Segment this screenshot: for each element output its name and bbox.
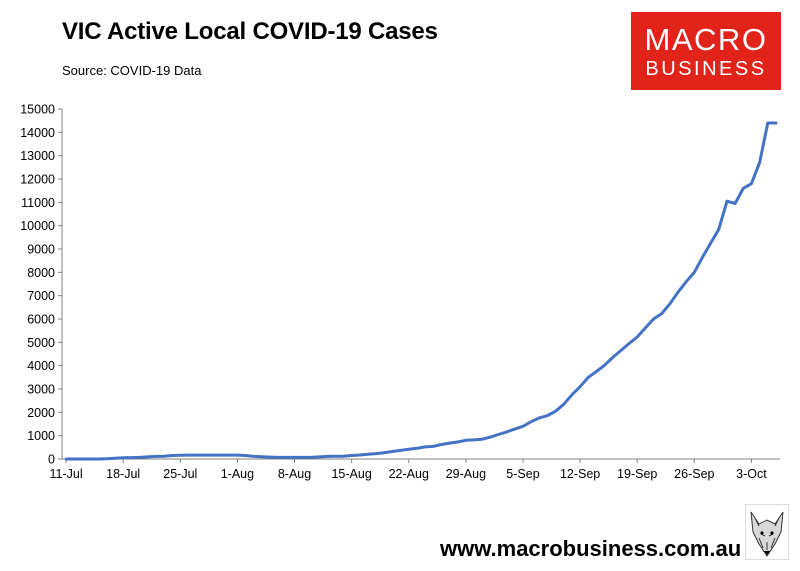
y-tick-label: 13000 <box>20 149 55 163</box>
chart-source: Source: COVID-19 Data <box>62 63 202 78</box>
x-tick-label: 15-Aug <box>331 467 371 481</box>
y-tick-label: 5000 <box>27 336 55 350</box>
x-tick-label: 12-Sep <box>560 467 600 481</box>
x-tick-label: 8-Aug <box>278 467 311 481</box>
x-tick-label: 3-Oct <box>736 467 767 481</box>
y-tick-label: 1000 <box>27 429 55 443</box>
y-axis-ticks: 0 1000 2000 3000 4000 5000 6000 7000 8000 9000 100… <box>20 103 62 467</box>
x-tick-label: 18-Jul <box>106 467 140 481</box>
y-tick-label: 12000 <box>20 173 55 187</box>
y-tick-label: 3000 <box>27 383 55 397</box>
y-tick-label: 10000 <box>20 219 55 233</box>
y-tick-label: 7000 <box>27 289 55 303</box>
y-tick-label: 14000 <box>20 126 55 140</box>
x-tick-label: 11-Jul <box>50 467 83 481</box>
chart-title: VIC Active Local COVID-19 Cases <box>62 18 438 45</box>
y-tick-label: 15000 <box>20 103 55 117</box>
chart-axes <box>61 109 780 460</box>
x-axis-ticks: 11-Jul 18-Jul 25-Jul 1-Aug 8-Aug 15-Aug 22-Aug… <box>50 459 767 481</box>
y-tick-label: 0 <box>48 453 55 467</box>
y-tick-label: 8000 <box>27 266 55 280</box>
fox-head-icon <box>745 504 789 560</box>
brand-logo: MACRO BUSINESS <box>631 12 781 90</box>
x-tick-label: 29-Aug <box>446 467 486 481</box>
series-line-active-cases <box>64 121 778 461</box>
x-tick-label: 25-Jul <box>163 467 197 481</box>
line-chart: 0 1000 2000 3000 4000 5000 6000 7000 8000 9000 100… <box>20 103 780 481</box>
y-tick-label: 6000 <box>27 313 55 327</box>
x-tick-label: 5-Sep <box>506 467 539 481</box>
footer-url[interactable]: www.macrobusiness.com.au <box>440 536 742 561</box>
y-tick-label: 9000 <box>27 243 55 257</box>
logo-line-2: BUSINESS <box>645 58 767 80</box>
x-tick-label: 26-Sep <box>674 467 714 481</box>
y-tick-label: 2000 <box>27 406 55 420</box>
logo-line-1: MACRO <box>644 22 768 57</box>
y-tick-label: 4000 <box>27 359 55 373</box>
x-tick-label: 19-Sep <box>617 467 657 481</box>
y-tick-label: 11000 <box>21 196 55 210</box>
x-tick-label: 22-Aug <box>389 467 429 481</box>
x-tick-label: 1-Aug <box>221 467 254 481</box>
series-group <box>64 121 778 461</box>
